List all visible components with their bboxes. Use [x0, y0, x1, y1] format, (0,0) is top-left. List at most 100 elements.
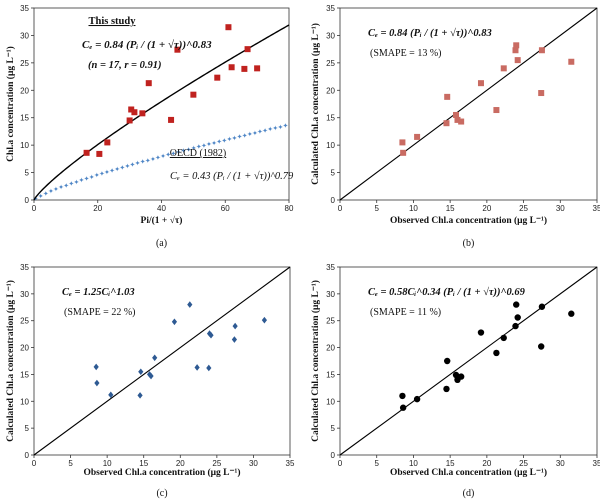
oecd-curve-marker: ✦: [232, 134, 238, 142]
oecd-curve-marker: ✦: [53, 186, 59, 194]
y-axis-label: Calculated Chl.a concentration (μg L⁻¹): [5, 280, 16, 442]
y-tick-label: 5: [25, 169, 30, 178]
data-point: [493, 349, 500, 357]
oecd-curve-marker: ✦: [211, 139, 217, 147]
panel-c: 0 5 10 15 20 25 30 35 0 5 10 15 20 25 30 35 Cₑ = 1.25Cᵢ^…: [5, 263, 295, 499]
y-axis-label: Chl.a concentration (μg L⁻¹): [5, 46, 16, 162]
y-tick-label: 10: [326, 397, 335, 406]
oecd-curve-marker: ✦: [165, 151, 171, 159]
data-point: [568, 58, 575, 65]
fit-equation: Cₑ = 0.58Cᵢ^0.34 (Pᵢ / (1 + √τ))^0.69: [368, 286, 526, 298]
data-point: [138, 368, 144, 376]
panel-label: (c): [156, 488, 167, 499]
plot-frame: [33, 266, 291, 456]
oecd-curve-marker: ✦: [155, 154, 161, 162]
data-point: [93, 363, 99, 371]
oecd-curve-marker: ✦: [140, 158, 146, 166]
data-point: [244, 46, 251, 53]
data-point: [228, 64, 235, 71]
data-point: [225, 24, 232, 31]
data-point: [131, 109, 138, 116]
y-tick-label: 20: [326, 86, 335, 95]
data-point: [261, 316, 267, 324]
x-tick-label: 0: [32, 204, 37, 213]
data-point: [168, 116, 175, 123]
x-tick-label: 25: [519, 204, 528, 213]
data-point: [96, 150, 103, 157]
x-tick-label: 10: [409, 459, 418, 468]
oecd-curve-marker: ✦: [79, 177, 85, 185]
data-point: [139, 110, 146, 117]
data-point: [443, 385, 450, 393]
y-tick-label: 30: [326, 290, 335, 299]
oecd-curve-marker: ✦: [99, 170, 105, 178]
oecd-curve-marker: ✦: [272, 125, 278, 133]
data-point: [538, 303, 546, 310]
y-tick-label: 20: [326, 344, 335, 353]
x-tick-label: 35: [286, 459, 295, 468]
oecd-curve-marker: ✦: [130, 161, 136, 169]
x-tick-label: 20: [93, 204, 102, 213]
oecd-curve-marker: ✦: [145, 157, 151, 165]
smape-label: (SMAPE = 13 %): [370, 48, 441, 59]
x-tick-label: 20: [176, 459, 185, 468]
one-to-one-line: [33, 266, 291, 456]
oecd-curve-marker: ✦: [114, 165, 120, 173]
x-tick-label: 30: [249, 459, 258, 468]
data-point: [171, 318, 178, 326]
oecd-curve-marker: ✦: [196, 143, 202, 151]
data-point: [477, 329, 485, 336]
study-equation: Cₑ = 0.84 (Pᵢ / (1 + √τ))^0.83: [82, 39, 212, 51]
data-point: [413, 395, 421, 403]
y-tick-label: 25: [20, 59, 29, 68]
oecd-curve-marker: ✦: [242, 132, 248, 140]
data-point: [514, 314, 521, 321]
one-to-one-line: [339, 266, 598, 456]
data-point: [190, 91, 197, 98]
data-point: [206, 364, 212, 372]
y-tick-label: 10: [20, 141, 29, 150]
y-tick-label: 15: [326, 114, 335, 123]
x-tick-label: 5: [374, 204, 379, 213]
x-tick-label: 80: [285, 204, 294, 213]
data-point: [477, 80, 484, 87]
oecd-curve-marker: ✦: [43, 190, 49, 198]
x-tick-label: 15: [139, 459, 148, 468]
x-tick-label: 35: [593, 204, 600, 213]
data-point: [500, 65, 507, 72]
smape-label: (SMAPE = 11 %): [370, 307, 441, 318]
y-tick-label: 0: [331, 451, 336, 460]
oecd-curve-marker: ✦: [252, 129, 258, 137]
data-point: [145, 80, 152, 87]
data-point: [108, 391, 114, 399]
oecd-curve-marker: ✦: [109, 167, 115, 175]
y-tick-label: 30: [326, 31, 335, 40]
x-tick-label: 5: [374, 459, 379, 468]
x-tick-label: 25: [519, 459, 528, 468]
oecd-curve-marker: ✦: [262, 127, 268, 135]
oecd-curve-marker: ✦: [104, 169, 110, 177]
oecd-curve-marker: ✦: [267, 126, 273, 134]
x-tick-label: 0: [32, 459, 37, 468]
oecd-curve-marker: ✦: [48, 188, 54, 196]
oecd-curve-marker: ✦: [68, 180, 74, 188]
data-point: [83, 149, 90, 156]
study-title: This study: [89, 16, 137, 27]
x-axis-label: Observed Chl.a concentration (μg L⁻¹): [83, 467, 240, 478]
oecd-curve-marker: ✦: [216, 138, 222, 146]
data-point: [453, 111, 460, 118]
data-point: [146, 371, 153, 378]
y-tick-label: 25: [326, 317, 335, 326]
data-point: [500, 334, 507, 342]
data-point: [94, 379, 100, 387]
one-to-one-line: [339, 7, 598, 201]
y-tick-label: 5: [331, 169, 336, 178]
data-point: [174, 46, 181, 53]
x-tick-label: 0: [338, 459, 343, 468]
data-point: [452, 371, 460, 379]
plot-frame: [339, 7, 598, 201]
data-point: [513, 42, 520, 49]
data-point: [399, 404, 407, 411]
oecd-curve-marker: ✦: [226, 136, 232, 144]
oecd-curve-marker: ✦: [58, 184, 64, 192]
